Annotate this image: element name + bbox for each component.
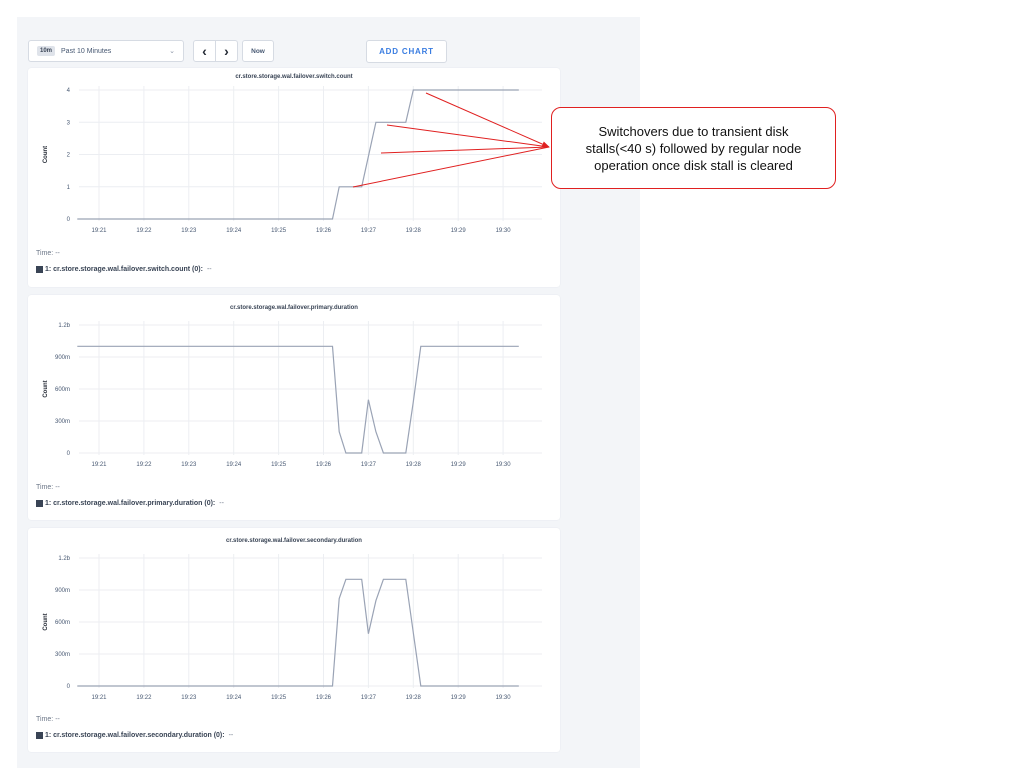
x-tick-label: 19:27	[361, 695, 377, 701]
x-tick-label: 19:29	[451, 462, 467, 468]
y-axis-label: Count	[43, 613, 49, 630]
annotation-arrow	[425, 92, 550, 148]
x-tick-label: 19:29	[451, 228, 467, 234]
annotation-arrow	[380, 146, 550, 154]
time-value: --	[55, 484, 60, 491]
x-tick-label: 19:29	[451, 695, 467, 701]
legend-swatch	[36, 266, 43, 273]
chart-svg: 0 300m 600m 900m 1.2b 19:21 19:22 19:23 19:24 19:…	[43, 321, 542, 468]
x-tick-label: 19:22	[136, 228, 152, 234]
legend-item[interactable]: 1: cr.store.storage.wal.failover.primary…	[36, 500, 224, 507]
y-tick-label: 1.2b	[58, 556, 70, 562]
x-tick-label: 19:26	[316, 228, 332, 234]
y-tick-label: 600m	[55, 387, 70, 393]
range-badge: 10m	[37, 46, 56, 56]
chart-card-switch-count: cr.store.storage.wal.failover.switch.cou…	[28, 68, 560, 287]
annotation-arrow	[352, 146, 550, 188]
x-tick-label: 19:26	[316, 695, 332, 701]
x-tick-label: 19:30	[496, 228, 512, 234]
time-label: Time:	[36, 716, 54, 723]
series-line	[77, 578, 519, 687]
y-tick-label: 4	[67, 88, 71, 94]
y-tick-label: 1.2b	[58, 323, 70, 329]
chart-svg: 0 300m 600m 900m 1.2b 19:21 19:22 19:23 19:24 19:…	[43, 554, 542, 701]
add-chart-button[interactable]: ADD CHART	[366, 40, 447, 63]
y-tick-label: 0	[67, 217, 71, 223]
x-tick-label: 19:25	[271, 462, 287, 468]
y-tick-label: 600m	[55, 620, 70, 626]
chart-title: cr.store.storage.wal.failover.switch.cou…	[235, 74, 353, 80]
legend-label: 1: cr.store.storage.wal.failover.seconda…	[45, 732, 225, 739]
legend-swatch	[36, 732, 43, 739]
legend-item[interactable]: 1: cr.store.storage.wal.failover.seconda…	[36, 732, 233, 739]
time-readout: Time: --	[36, 716, 60, 723]
x-tick-label: 19:27	[361, 462, 377, 468]
series-line	[77, 345, 519, 454]
chevron-right-icon[interactable]: ›	[224, 43, 229, 59]
annotation-callout: Switchovers due to transient disk stalls…	[551, 107, 836, 189]
x-tick-label: 19:23	[181, 462, 197, 468]
annotation-arrow	[386, 124, 550, 148]
legend-value: --	[206, 266, 212, 273]
x-tick-label: 19:30	[496, 462, 512, 468]
time-readout: Time: --	[36, 484, 60, 491]
x-tick-label: 19:22	[136, 695, 152, 701]
legend-item[interactable]: 1: cr.store.storage.wal.failover.switch.…	[36, 266, 212, 273]
chart-title: cr.store.storage.wal.failover.primary.du…	[230, 305, 358, 311]
chart-svg: 0 1 2 3 4 19:21 19:22 19:23 19:24 19:25 19:26 19:27…	[43, 86, 542, 234]
x-tick-label: 19:26	[316, 462, 332, 468]
legend-label: 1: cr.store.storage.wal.failover.primary…	[45, 500, 216, 507]
legend-value: --	[219, 500, 224, 507]
x-tick-label: 19:21	[91, 695, 107, 701]
y-tick-label: 0	[67, 684, 71, 690]
legend-swatch	[36, 500, 43, 507]
chevron-left-icon[interactable]: ‹	[194, 41, 216, 61]
y-tick-label: 2	[67, 153, 71, 159]
time-range-select[interactable]: 10m Past 10 Minutes ⌄	[28, 40, 184, 62]
x-tick-label: 19:23	[181, 228, 197, 234]
x-tick-label: 19:25	[271, 695, 287, 701]
x-tick-label: 19:24	[226, 695, 242, 701]
x-tick-label: 19:28	[406, 228, 422, 234]
y-tick-label: 900m	[55, 355, 70, 361]
x-tick-label: 19:22	[136, 462, 152, 468]
series-line	[77, 89, 519, 220]
x-tick-label: 19:24	[226, 228, 242, 234]
time-readout: Time: --	[36, 250, 60, 257]
x-tick-label: 19:28	[406, 462, 422, 468]
legend-label: 1: cr.store.storage.wal.failover.switch.…	[45, 266, 203, 273]
x-tick-label: 19:24	[226, 462, 242, 468]
x-tick-label: 19:27	[361, 228, 377, 234]
x-tick-label: 19:28	[406, 695, 422, 701]
x-tick-label: 19:21	[91, 228, 107, 234]
now-button[interactable]: Now	[242, 40, 274, 62]
y-axis-label: Count	[43, 380, 49, 397]
y-tick-label: 3	[67, 120, 71, 126]
y-tick-label: 0	[67, 451, 71, 457]
time-value: --	[55, 250, 60, 257]
chevron-down-icon: ⌄	[169, 48, 175, 55]
x-tick-label: 19:21	[91, 462, 107, 468]
chart-title: cr.store.storage.wal.failover.secondary.…	[226, 538, 362, 544]
y-axis-label: Count	[43, 146, 49, 163]
time-value: --	[55, 716, 60, 723]
range-label: Past 10 Minutes	[61, 47, 112, 55]
x-tick-label: 19:25	[271, 228, 287, 234]
legend-value: --	[228, 732, 234, 739]
chart-card-secondary-duration: cr.store.storage.wal.failover.secondary.…	[28, 528, 560, 752]
y-tick-label: 300m	[55, 652, 70, 658]
y-tick-label: 900m	[55, 588, 70, 594]
time-nav-buttons: ‹ ›	[193, 40, 238, 62]
time-label: Time:	[36, 250, 54, 257]
x-tick-label: 19:30	[496, 695, 512, 701]
x-tick-label: 19:23	[181, 695, 197, 701]
chart-card-primary-duration: cr.store.storage.wal.failover.primary.du…	[28, 295, 560, 520]
y-tick-label: 1	[67, 185, 71, 191]
y-tick-label: 300m	[55, 419, 70, 425]
time-label: Time:	[36, 484, 54, 491]
